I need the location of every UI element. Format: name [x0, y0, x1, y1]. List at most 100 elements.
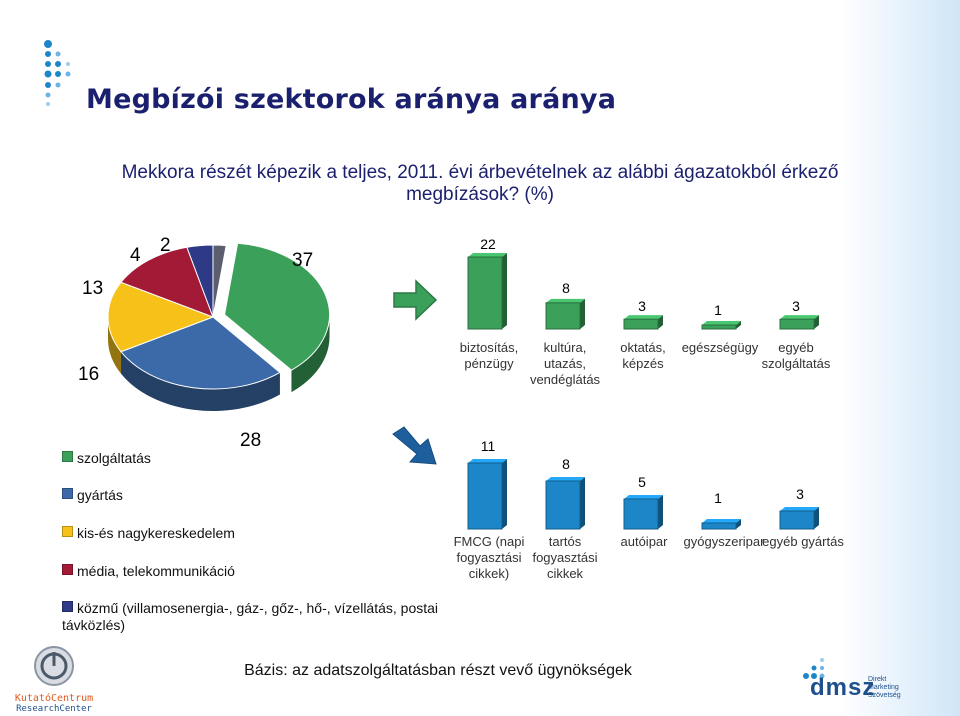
pie-slice-4 — [186, 244, 214, 318]
legend-swatch — [62, 451, 73, 462]
logo-dots-icon — [803, 658, 825, 679]
top-cat-line: kultúra, — [543, 340, 587, 355]
bar-side — [814, 507, 819, 529]
bottom-cat-line: fogyasztási — [532, 550, 598, 565]
top-cat-line: egészségügy — [681, 340, 759, 355]
bar-egy-b-szolg-ltat-s — [779, 318, 815, 330]
bar-fmcg-napi-fogyaszt-si-cikkek- — [467, 462, 503, 530]
bottom-bar-value-label: 5 — [638, 474, 646, 490]
top-cat-line: vendéglátás — [529, 372, 601, 387]
top-bar-category-label: biztosítás, pénzügy — [444, 340, 534, 372]
bottom-bar-category-label: gyógyszeripar — [682, 534, 766, 550]
bar-side — [502, 253, 507, 329]
pie-slice-16 — [107, 281, 215, 353]
question-line-1: Mekkora részét képezik a teljes, 2011. é… — [121, 162, 839, 183]
bar-tart-s-fogyaszt-si-cikkek — [545, 480, 581, 530]
legend-item-szolgaltatas: szolgáltatás — [62, 450, 151, 467]
bottom-bar-category-label: egyéb gyártás — [762, 534, 844, 550]
pie-slice-side — [291, 314, 330, 393]
top-cat-line: szolgáltatás — [761, 356, 831, 371]
decorative-dots — [44, 40, 71, 106]
pie-slice-side — [120, 351, 280, 411]
question-text: Mekkora részét képezik a teljes, 2011. é… — [0, 162, 960, 206]
bottom-bar-value-label: 3 — [796, 486, 804, 502]
bottom-bar-category-label: autóipar — [604, 534, 684, 550]
pie-top — [107, 242, 331, 390]
footer-basis: Bázis: az adatszolgáltatásban részt vevő… — [244, 662, 632, 679]
bar-side — [580, 477, 585, 529]
legend-item-media: média, telekommunikáció — [62, 563, 235, 580]
bar-side — [814, 315, 819, 329]
bottom-bar-value-label: 8 — [562, 456, 570, 472]
bar-oktat-s-k-pz-s — [623, 318, 659, 330]
pie-label-37: 37 — [292, 250, 314, 271]
page-title: Megbízói szektorok aránya aránya — [86, 84, 617, 115]
bottom-cat-line: tartós — [548, 534, 582, 549]
bar-top — [468, 253, 507, 257]
top-bar-category-label: egészségügy — [672, 340, 768, 356]
bottom-bar-category-label: FMCG (napi fogyasztási cikkek) — [444, 534, 534, 582]
top-cat-line: képzés — [622, 356, 664, 371]
legend-swatch — [62, 526, 73, 537]
pie-slice-side — [108, 317, 121, 374]
logo-right-sub-line: Szövetség — [868, 692, 901, 699]
top-cat-line: biztosítás, — [459, 340, 519, 355]
legend-item-gyartas: gyártás — [62, 487, 123, 504]
dmsz-logo: dmsz Direkt Marketing Szövetség — [803, 658, 916, 706]
top-bar-value-label: 3 — [638, 298, 646, 314]
bar-side — [658, 315, 663, 329]
logo-left-line2: ResearchCenter — [16, 704, 92, 714]
bar-gy-gyszeripar — [701, 522, 737, 530]
bottom-bar-value-label: 11 — [480, 438, 496, 454]
top-bar-value-label: 3 — [792, 298, 800, 314]
bottom-cat-line: egyéb gyártás — [762, 534, 844, 549]
bottom-cat-line: fogyasztási — [456, 550, 522, 565]
bar-top — [702, 519, 741, 523]
kutatocentrum-logo: KutatóCentrum ResearchCenter — [14, 644, 94, 714]
bottom-cat-line: cikkek — [546, 566, 584, 581]
top-cat-line: oktatás, — [620, 340, 666, 355]
bottom-cat-line: cikkek) — [468, 566, 510, 581]
top-bar-chart — [467, 253, 819, 330]
legend-label: média, telekommunikáció — [77, 563, 235, 579]
logo-right-sub-line: Direkt — [868, 676, 887, 683]
bar-side — [736, 519, 741, 529]
bar-side — [658, 495, 663, 529]
arrow-down-right-icon — [392, 426, 437, 465]
top-bar-category-label: kultúra, utazás, vendéglátás — [520, 340, 610, 388]
legend-label: gyártás — [77, 487, 123, 503]
logo-left-line1: KutatóCentrum — [14, 693, 94, 704]
bottom-cat-line: gyógyszeripar — [683, 534, 765, 549]
power-icon — [34, 646, 74, 686]
top-bar-value-label: 22 — [480, 236, 496, 252]
pie-depth — [108, 314, 330, 411]
bar-eg-szs-g-gy — [701, 324, 737, 330]
bar-top — [624, 315, 663, 320]
question-line-2: megbízások? (%) — [406, 184, 554, 205]
top-bar-category-label: egyéb szolgáltatás — [750, 340, 842, 372]
bar-biztos-t-s-p-nz-gy — [467, 256, 503, 330]
pie-label-2: 2 — [160, 235, 171, 256]
legend-item-kis-nagyker: kis-és nagykereskedelem — [62, 525, 235, 542]
top-bar-category-label: oktatás, képzés — [598, 340, 688, 372]
bar-top — [546, 298, 585, 303]
pie-label-28: 28 — [240, 430, 262, 451]
bar-top — [702, 321, 741, 325]
pie-chart — [107, 242, 331, 411]
bar-top — [780, 315, 819, 320]
bar-kult-ra-utaz-s-vend-gl-t-s — [545, 302, 581, 330]
bar-top — [468, 459, 507, 463]
pie-slice-13 — [120, 246, 214, 318]
bottom-bar-chart — [467, 459, 819, 530]
pie-slice-28 — [120, 316, 281, 390]
logo-right-brand: dmsz — [810, 674, 876, 701]
bar-top — [546, 477, 585, 481]
logo-right-sub: Direkt Marketing Szövetség — [868, 676, 901, 700]
bar-top — [780, 507, 819, 511]
legend-label: szolgáltatás — [77, 450, 151, 466]
bar-side — [736, 321, 741, 329]
pie-label-16: 16 — [78, 364, 100, 385]
logo-right-sub-line: Marketing — [868, 684, 899, 691]
top-cat-line: pénzügy — [464, 356, 514, 371]
decorative-side-band — [840, 0, 960, 716]
